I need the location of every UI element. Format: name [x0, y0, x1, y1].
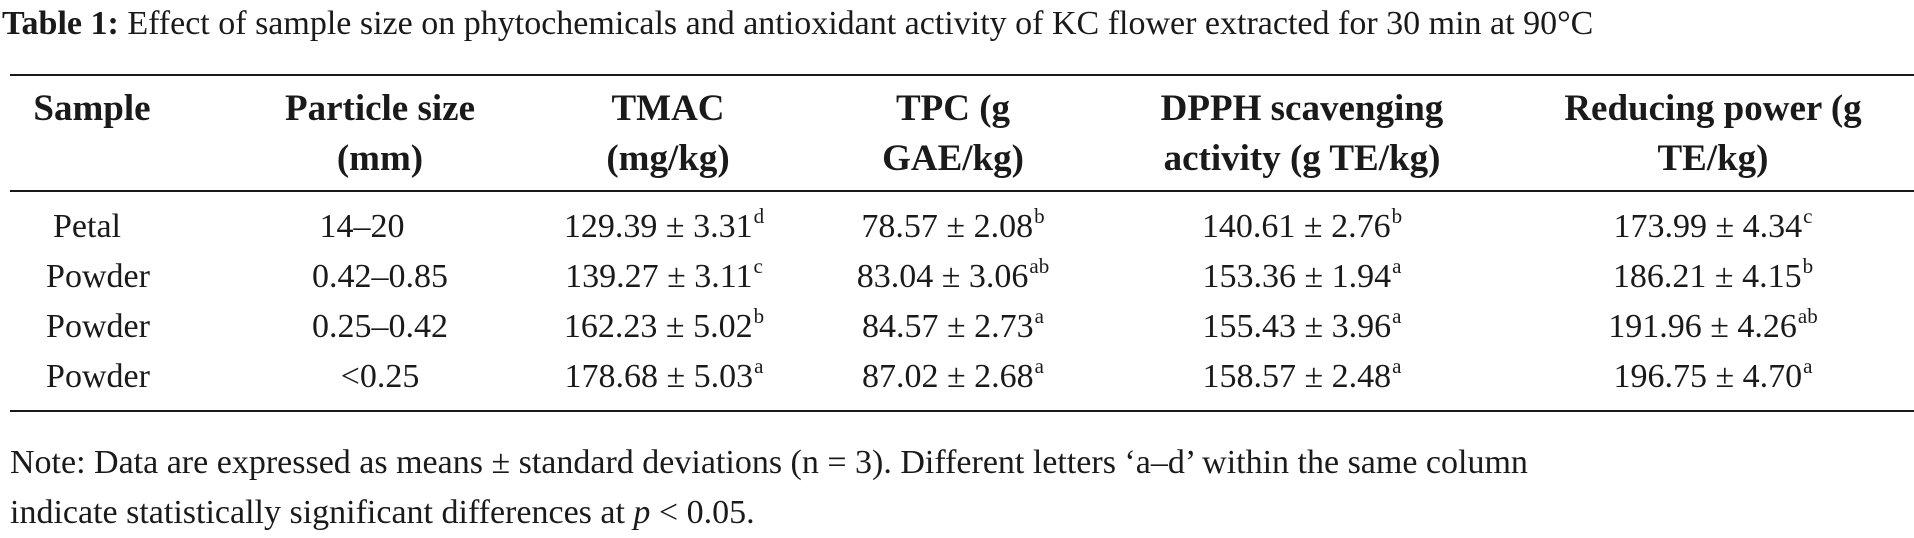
significance-letter: a [754, 354, 764, 378]
cell-tmac: 139.27 ± 3.11c [565, 254, 763, 295]
significance-letter: a [1803, 354, 1813, 378]
significance-letter: ab [1797, 304, 1818, 328]
table-row: Powder 0.25–0.42 162.23 ± 5.02b 84.57 ± … [0, 302, 1914, 352]
significance-letter: a [1392, 254, 1402, 278]
cell-dpph: 153.36 ± 1.94a [1202, 254, 1402, 295]
significance-letter: a [1034, 354, 1044, 378]
header-particle-size: Particle size (mm) [284, 88, 476, 179]
significance-letter: c [753, 254, 763, 278]
cell-sample: Powder [46, 358, 150, 395]
table-bottom-rule [10, 410, 1914, 412]
cell-particle-size: 0.42–0.85 [312, 258, 448, 295]
cell-tpc: 83.04 ± 3.06ab [856, 254, 1050, 295]
table-note-line-2: indicate statistically significant diffe… [10, 494, 755, 531]
table-caption: Table 1: Effect of sample size on phytoc… [2, 4, 1593, 44]
table-caption-text: Effect of sample size on phytochemicals … [127, 5, 1594, 42]
cell-reducing-power: 191.96 ± 4.26ab [1608, 304, 1818, 345]
table-row: Petal 14–20 129.39 ± 3.31d 78.57 ± 2.08b… [0, 202, 1914, 252]
cell-reducing-power: 186.21 ± 4.15b [1612, 254, 1814, 295]
significance-letter: b [1802, 254, 1814, 278]
cell-dpph: 140.61 ± 2.76b [1201, 204, 1403, 245]
table-row: Powder <0.25 178.68 ± 5.03a 87.02 ± 2.68… [0, 352, 1914, 402]
cell-particle-size: 0.25–0.42 [312, 308, 448, 345]
table-caption-label: Table 1: [2, 5, 119, 42]
cell-particle-size: <0.25 [340, 358, 420, 395]
table-top-rule [10, 74, 1914, 76]
cell-dpph: 155.43 ± 3.96a [1202, 304, 1402, 345]
significance-letter: ab [1029, 254, 1050, 278]
significance-letter: b [1034, 204, 1045, 228]
cell-reducing-power: 173.99 ± 4.34c [1613, 204, 1813, 245]
cell-particle-size: 14–20 [319, 208, 405, 245]
table-row: Powder 0.42–0.85 139.27 ± 3.11c 83.04 ± … [0, 252, 1914, 302]
table-note: Note: Data are expressed as means ± stan… [10, 438, 1910, 538]
cell-tmac: 129.39 ± 3.31d [563, 204, 765, 245]
header-dpph: DPPH scavenging activity (g TE/kg) [1160, 88, 1444, 179]
cell-sample: Petal [53, 208, 121, 245]
cell-dpph: 158.57 ± 2.48a [1202, 354, 1402, 395]
cell-reducing-power: 196.75 ± 4.70a [1613, 354, 1813, 395]
cell-tpc: 87.02 ± 2.68a [862, 354, 1044, 395]
header-sample: Sample [33, 88, 151, 129]
table-header-rule [10, 190, 1914, 192]
cell-sample: Powder [46, 258, 150, 295]
header-tpc: TPC (g GAE/kg) [882, 88, 1024, 179]
significance-letter: c [1803, 204, 1813, 228]
significance-letter: d [753, 204, 765, 228]
significance-letter: b [1391, 204, 1403, 228]
significance-letter: a [1392, 304, 1402, 328]
header-tmac: TMAC (mg/kg) [606, 88, 730, 179]
table-note-line-1: Note: Data are expressed as means ± stan… [10, 444, 1528, 481]
cell-tpc: 78.57 ± 2.08b [861, 204, 1045, 245]
significance-letter: b [753, 304, 765, 328]
significance-letter: a [1392, 354, 1402, 378]
cell-tmac: 178.68 ± 5.03a [564, 354, 764, 395]
cell-tmac: 162.23 ± 5.02b [563, 304, 765, 345]
significance-letter: a [1034, 304, 1044, 328]
header-reducing-power: Reducing power (g TE/kg) [1564, 88, 1862, 179]
cell-tpc: 84.57 ± 2.73a [862, 304, 1044, 345]
cell-sample: Powder [46, 308, 150, 345]
